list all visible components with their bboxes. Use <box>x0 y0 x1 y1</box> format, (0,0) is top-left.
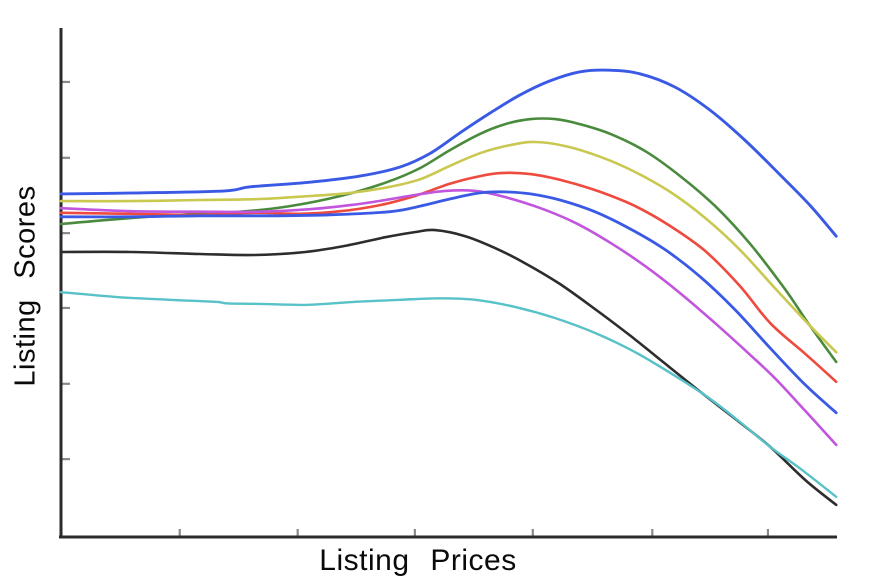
series-line-olive-yellow <box>59 140 838 354</box>
series-line-red <box>59 171 838 384</box>
series-line-blue-top <box>59 68 838 238</box>
series-line-teal <box>59 291 838 498</box>
series-line-green <box>59 117 838 364</box>
y-axis-label: Listing Scores <box>9 185 42 387</box>
series-line-black <box>59 228 838 507</box>
series-line-magenta <box>59 188 838 447</box>
x-axis-label: Listing Prices <box>319 544 517 577</box>
series-line-blue-middle <box>59 190 838 415</box>
